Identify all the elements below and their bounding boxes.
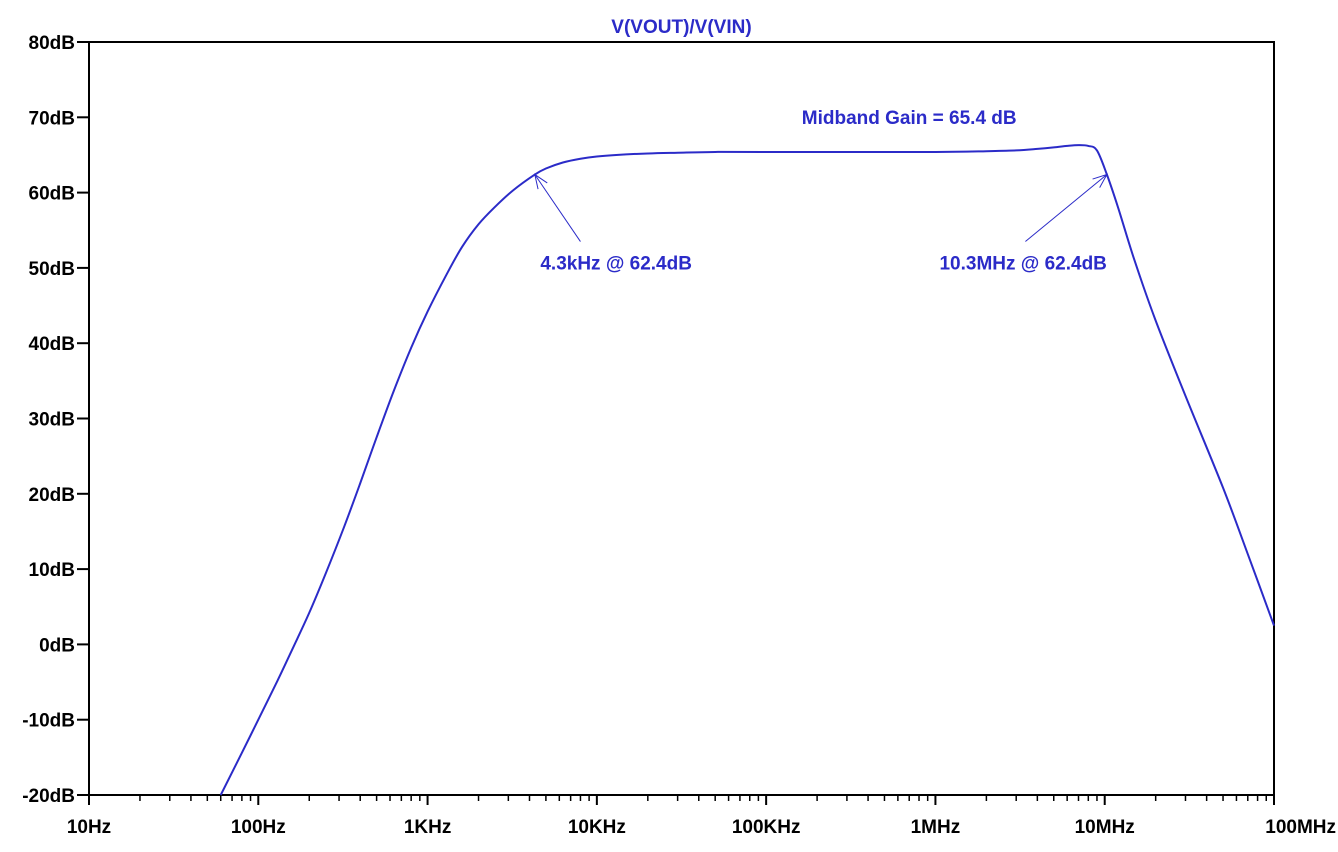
x-tick-label: 100Hz (231, 817, 286, 838)
annotation-label: 10.3MHz @ 62.4dB (939, 253, 1106, 274)
y-tick-label: 70dB (29, 108, 75, 129)
y-tick-label: 0dB (39, 635, 75, 656)
x-tick-label: 100MHz (1265, 817, 1336, 838)
y-tick-label: 40dB (29, 334, 75, 355)
y-tick-label: 30dB (29, 410, 75, 431)
x-tick-label: 10Hz (67, 817, 111, 838)
annotation-arrow-shaft (1025, 174, 1108, 242)
annotation-arrow-head (1092, 173, 1108, 188)
annotation-arrow-shaft (534, 174, 581, 242)
annotations: Midband Gain = 65.4 dB 4.3kHz @ 62.4dB 10.… (534, 108, 1108, 274)
y-tick-label: 50dB (29, 259, 75, 280)
y-axis-tick-labels: 80dB 70dB 60dB 50dB 40dB 30dB 20dB 10dB 0dB -10dB… (22, 33, 75, 807)
annotation-arrow-head (534, 173, 548, 190)
y-tick-label: 20dB (29, 485, 75, 506)
x-tick-label: 100KHz (732, 817, 801, 838)
tick-marks (77, 41, 1275, 805)
y-tick-label: -20dB (22, 786, 75, 807)
y-tick-label: 10dB (29, 560, 75, 581)
annotation-label: 4.3kHz @ 62.4dB (540, 253, 692, 274)
y-tick-label: 60dB (29, 184, 75, 205)
plot-frame (88, 41, 1275, 796)
x-tick-label: 1MHz (911, 817, 961, 838)
annotation-label: Midband Gain = 65.4 dB (802, 108, 1017, 129)
y-tick-label: 80dB (29, 33, 75, 54)
x-tick-label: 10MHz (1075, 817, 1135, 838)
gain-trace (219, 144, 1275, 796)
x-axis-tick-labels: 10Hz 100Hz 1KHz 10KHz 100KHz 1MHz 10MHz 100MHz (67, 817, 1336, 838)
x-tick-label: 10KHz (568, 817, 626, 838)
chart-title: V(VOUT)/V(VIN) (611, 17, 751, 38)
y-tick-label: -10dB (22, 711, 75, 732)
x-tick-label: 1KHz (404, 817, 452, 838)
